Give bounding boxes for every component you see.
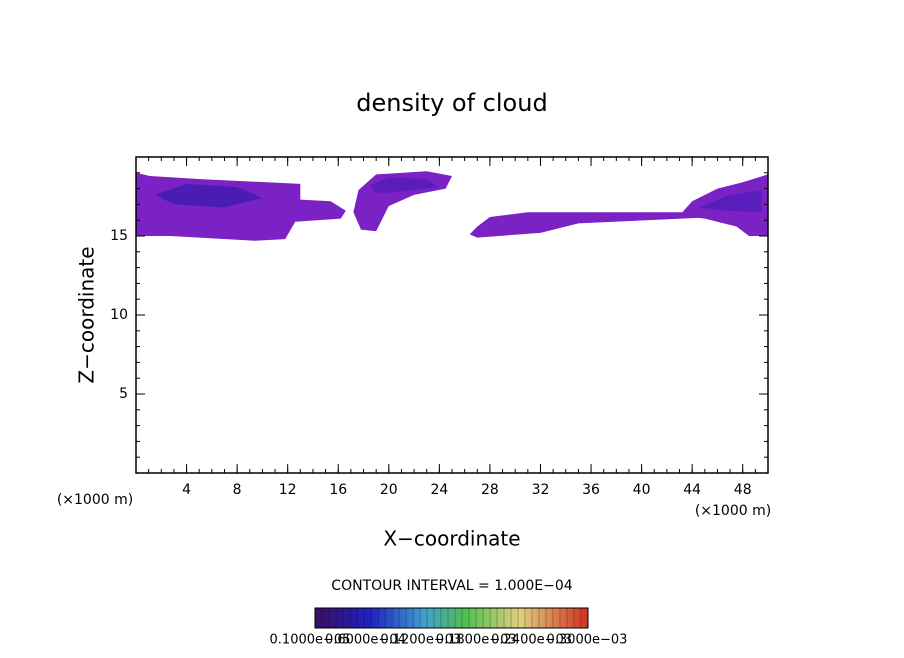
colorbar-label: 0.6000e−04	[325, 633, 406, 648]
cloud-region	[154, 183, 263, 208]
y-tick-label: 5	[119, 386, 128, 402]
colorbar-label: 0.1200e−03	[380, 633, 461, 648]
x-tick-label: 40	[633, 482, 651, 498]
x-tick-label: 44	[683, 482, 701, 498]
x-tick-label: 28	[481, 482, 499, 498]
colorbar-label: 0.2400e−03	[491, 633, 572, 648]
x-unit-label: (×1000 m)	[57, 492, 133, 508]
colorbar-label: 0.1800e−03	[436, 633, 517, 648]
chart-title: density of cloud	[356, 89, 547, 117]
colorbar	[314, 607, 589, 629]
y-axis-label: Z−coordinate	[75, 246, 99, 383]
x-tick-label: 12	[279, 482, 297, 498]
x-unit-label: (×1000 m)	[695, 503, 771, 519]
x-tick-label: 16	[329, 482, 347, 498]
x-tick-label: 48	[734, 482, 752, 498]
x-axis-label: X−coordinate	[383, 527, 520, 551]
x-tick-label: 4	[182, 482, 191, 498]
cloud-region	[469, 212, 718, 238]
cloud-region	[369, 177, 440, 194]
x-tick-label: 24	[430, 482, 448, 498]
y-tick-label: 10	[110, 307, 128, 323]
plot-area	[136, 171, 768, 241]
x-tick-label: 36	[582, 482, 600, 498]
x-tick-label: 32	[532, 482, 550, 498]
x-tick-label: 20	[380, 482, 398, 498]
colorbar-label: 0.3000e−03	[547, 633, 628, 648]
cloud-region	[136, 172, 346, 241]
cloud-region	[698, 190, 762, 213]
x-tick-label: 8	[233, 482, 242, 498]
y-tick-label: 15	[110, 228, 128, 244]
annotation: CONTOUR INTERVAL = 1.000E−04	[331, 578, 572, 594]
colorbar-label: 0.1000e−05	[270, 633, 351, 648]
